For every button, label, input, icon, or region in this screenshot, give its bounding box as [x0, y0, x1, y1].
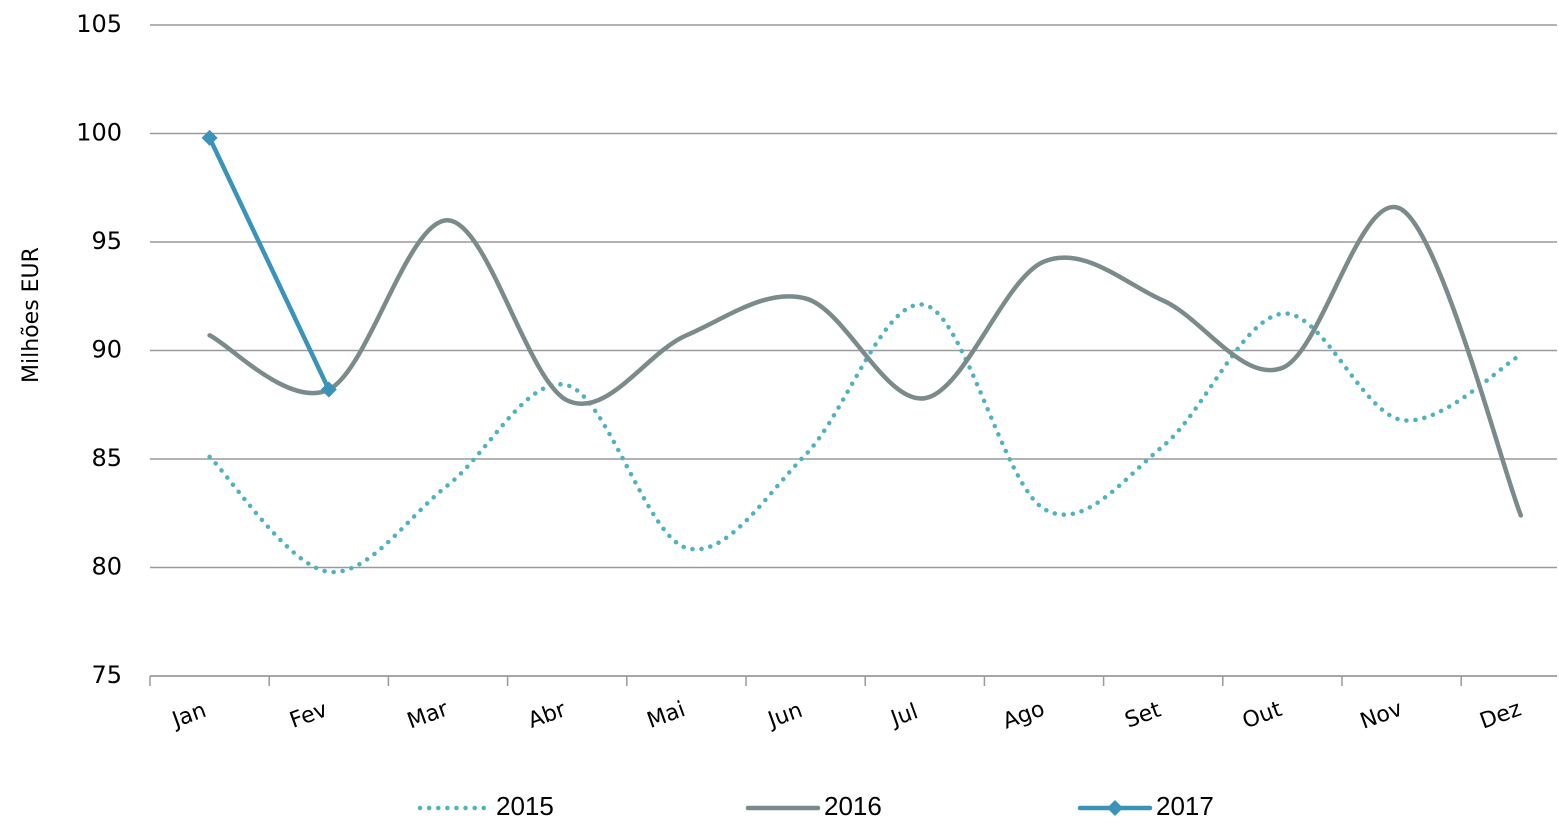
x-tick-label: Abr — [525, 697, 570, 734]
series-line — [207, 302, 1524, 575]
x-tick-label: Jul — [886, 699, 921, 732]
y-tick-label: 75 — [91, 661, 122, 689]
x-tick-label: Nov — [1357, 696, 1406, 734]
x-tick-label: Dez — [1477, 697, 1525, 735]
y-tick-label: 95 — [91, 227, 122, 255]
legend-marker — [1107, 800, 1123, 816]
legend-label: 2015 — [496, 791, 554, 821]
x-tick-label: Fev — [286, 697, 330, 733]
x-tick-label: Out — [1239, 697, 1285, 734]
marker — [201, 129, 218, 146]
x-tick-label: Ago — [1000, 697, 1048, 735]
legend-label: 2016 — [824, 791, 882, 821]
y-axis-label: Milhões EUR — [19, 247, 44, 383]
y-tick-label: 105 — [76, 10, 122, 38]
x-tick-label: Mai — [644, 697, 689, 734]
series-line — [207, 204, 1524, 518]
x-tick-label: Mar — [404, 696, 452, 734]
marker — [320, 381, 337, 398]
y-tick-label: 90 — [91, 336, 122, 364]
legend-label: 2017 — [1156, 791, 1214, 821]
x-tick-label: Jun — [763, 698, 806, 734]
y-tick-label: 100 — [76, 119, 122, 147]
y-tick-label: 80 — [91, 553, 122, 581]
x-tick-label: Jan — [167, 698, 209, 734]
y-tick-label: 85 — [91, 444, 122, 472]
x-tick-label: Set — [1122, 697, 1165, 733]
series-line — [207, 135, 332, 392]
